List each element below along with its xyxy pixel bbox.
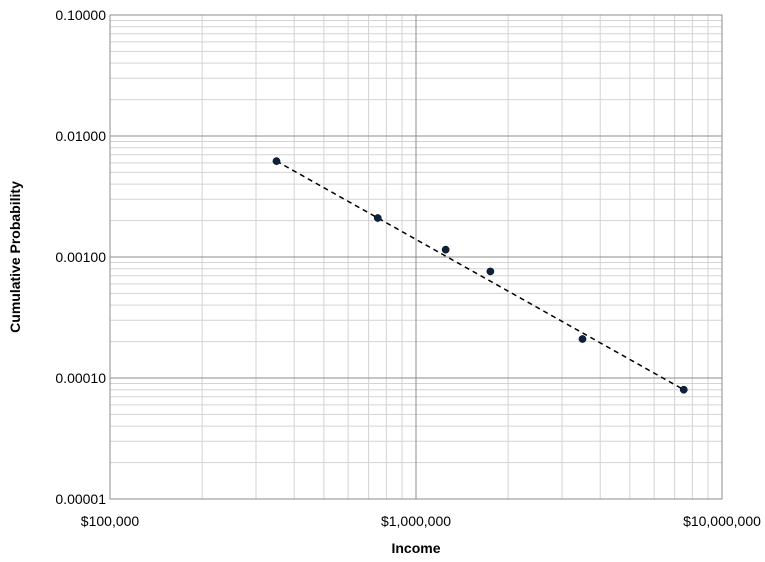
y-tick-label: 0.00100 [55,249,106,265]
plot-area-border [109,14,723,500]
data-point [373,214,382,222]
trendline [276,160,685,391]
x-tick-label: $1,000,000 [381,513,451,529]
y-axis-title: Cumulative Probability [7,181,23,333]
data-point [578,335,587,343]
data-point [272,157,281,165]
x-tick-label: $10,000,000 [683,513,761,529]
data-point [679,385,688,394]
y-tick-label: 0.10000 [55,7,106,23]
y-tick-label: 0.01000 [55,128,106,144]
y-tick-label: 0.00001 [55,491,106,507]
data-point [486,267,495,276]
x-axis-title: Income [391,540,440,556]
data-points [272,157,688,394]
data-point [441,245,450,254]
trendline-dashed [276,160,685,391]
x-tick-label: $100,000 [81,513,140,529]
y-axis-tick-labels: 0.00001 0.00010 0.00100 0.01000 0.10000 [55,7,106,507]
x-axis-tick-labels: $100,000 $1,000,000 $10,000,000 [81,513,761,529]
y-tick-label: 0.00010 [55,370,106,386]
